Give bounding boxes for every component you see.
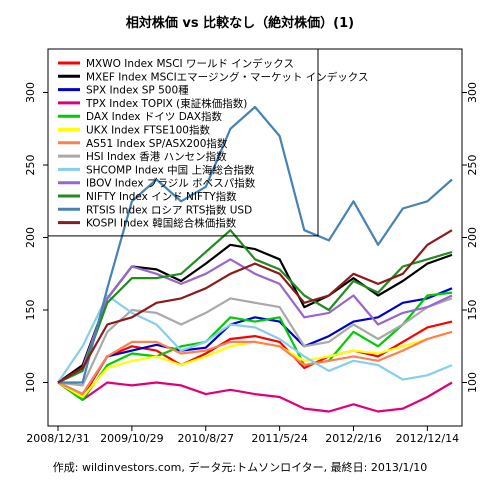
legend-label: NIFTY Index インド NIFTY指数 <box>86 190 237 203</box>
y-tick-label-left: 200 <box>24 227 37 248</box>
x-tick-label: 2009/10/29 <box>100 432 163 445</box>
series-line <box>57 330 453 396</box>
series-line <box>57 297 453 387</box>
legend-label: HSI Index 香港 ハンセン指数 <box>86 150 227 163</box>
y-tick-label-left: 250 <box>24 155 37 176</box>
x-tick-label: 2012/12/14 <box>396 432 459 445</box>
series-line <box>57 258 453 384</box>
legend-label: IBOV Index ブラジル ボベスパ指数 <box>86 177 256 190</box>
legend-label: SPX Index SP 500種 <box>86 84 189 97</box>
legend-box <box>47 48 319 237</box>
x-tick-label: 2010/8/27 <box>178 432 234 445</box>
legend-label: SHCOMP Index 中国 上海総合指数 <box>86 163 255 176</box>
y-tick-label-left: 300 <box>24 82 37 103</box>
y-tick-label-right: 100 <box>466 372 479 393</box>
x-tick-label: 2011/5/24 <box>251 432 307 445</box>
legend-label: MXWO Index MSCI ワールド インデックス <box>86 57 294 70</box>
series-line <box>58 105 453 384</box>
y-tick-label-right: 150 <box>466 300 479 321</box>
legend-label: RTSIS Index ロシア RTS指数 USD <box>86 203 252 216</box>
y-tick-label-right: 200 <box>466 227 479 248</box>
x-tick-label: 2012/2/16 <box>325 432 381 445</box>
legend-label: KOSPI Index 韓国総合株価指数 <box>86 217 237 230</box>
series-line <box>57 243 453 384</box>
chart-footer: 作成: wildinvestors.com, データ元:トムソンロイター, 最終… <box>52 461 428 474</box>
legend-label: AS51 Index SP/ASX200指数 <box>86 137 228 150</box>
legend-label: MXEF Index MSCIエマージング・マーケット インデックス <box>86 70 368 83</box>
y-tick-label-left: 100 <box>24 372 37 393</box>
series-line <box>57 294 453 384</box>
legend-label: TPX Index TOPIX (東証株価指数) <box>85 97 247 110</box>
y-tick-label-left: 150 <box>24 300 37 321</box>
series-line <box>57 229 453 384</box>
series-line <box>57 287 453 396</box>
legend-label: UKX Index FTSE100指数 <box>86 124 210 137</box>
x-tick-label: 2008/12/31 <box>26 432 89 445</box>
series-line <box>57 291 453 401</box>
legend-label: DAX Index ドイツ DAX指数 <box>86 110 222 123</box>
y-tick-label-right: 250 <box>466 155 479 176</box>
series-line <box>57 229 453 384</box>
chart-title: 相対株価 vs 比較なし（絶対株価）(1) <box>125 16 355 31</box>
y-tick-label-right: 300 <box>466 82 479 103</box>
series-line <box>57 381 453 413</box>
